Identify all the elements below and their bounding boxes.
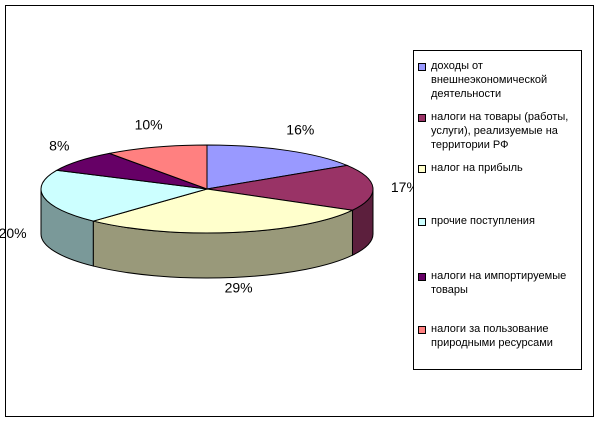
- pie-slice-2: [206, 164, 374, 211]
- data-label-4: 20%: [0, 225, 27, 241]
- pie-slice-4: [40, 169, 208, 222]
- data-label-3: 29%: [225, 280, 253, 296]
- legend-swatch-4: [418, 218, 426, 226]
- legend-swatch-3: [418, 165, 426, 173]
- legend-label-6: налоги за пользование природными ресурса…: [431, 323, 553, 349]
- legend: доходы от внешнеэкономической деятельнос…: [413, 50, 582, 370]
- legend-swatch-6: [418, 326, 426, 334]
- legend-label-2: налоги на товары (работы, услуги), реали…: [431, 111, 569, 151]
- data-label-6: 10%: [135, 116, 163, 132]
- legend-swatch-1: [418, 63, 426, 71]
- pie-slice-6: [107, 144, 208, 190]
- pie-3d: [40, 144, 374, 279]
- data-labels: 16% 17% 29% 20% 8% 10%: [0, 116, 419, 295]
- pie-slice-3: [91, 188, 355, 234]
- legend-swatch-2: [418, 114, 426, 122]
- legend-swatch-5: [418, 273, 426, 281]
- data-label-5: 8%: [49, 138, 69, 154]
- pie-slice-1: [206, 144, 349, 190]
- data-label-2: 17%: [391, 179, 419, 195]
- legend-label-4: прочие поступления: [431, 215, 535, 227]
- data-label-1: 16%: [286, 121, 314, 137]
- legend-label-1: доходы от внешнеэкономической деятельнос…: [431, 60, 548, 100]
- legend-label-5: налоги на импортируемые товары: [431, 270, 567, 296]
- legend-label-3: налог на прибыль: [431, 162, 523, 174]
